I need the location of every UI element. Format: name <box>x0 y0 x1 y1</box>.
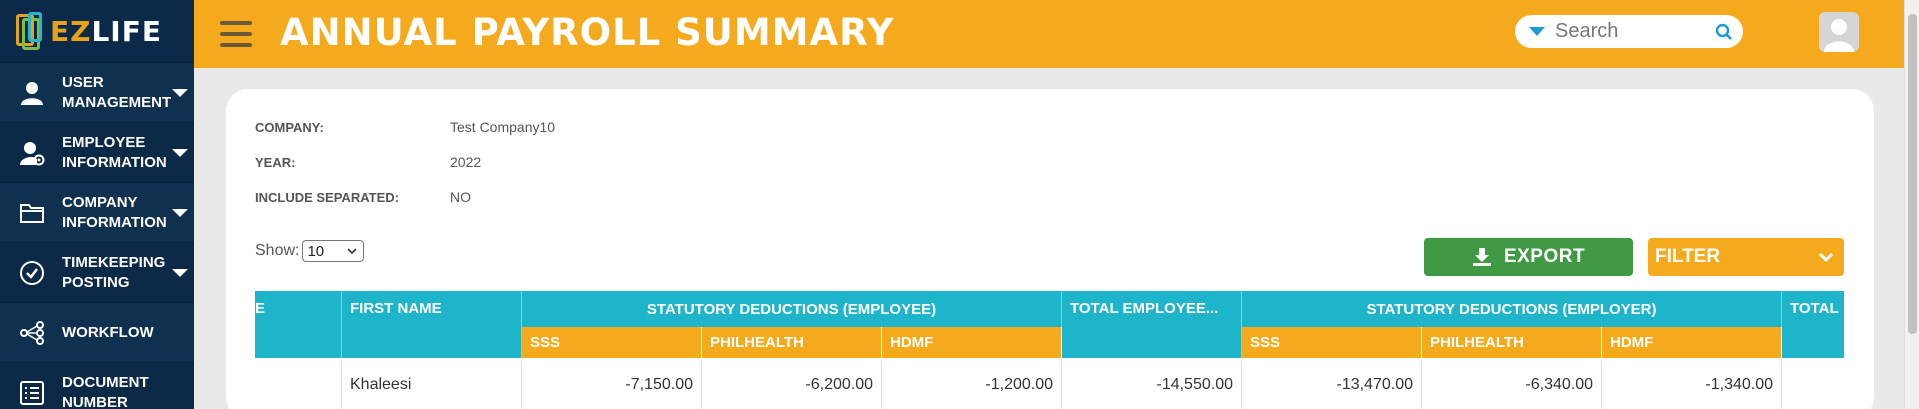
sidebar-item-company-information[interactable]: COMPANY INFORMATION <box>0 182 194 242</box>
export-label: EXPORT <box>1503 246 1586 267</box>
list-icon <box>18 379 46 407</box>
sidebar-item-label: USER MANAGEMENT <box>62 73 172 111</box>
table-cell <box>1782 361 1844 409</box>
sidebar: EZLIFE USER MANAGEMENT EMPLOYEE INFORMAT… <box>0 0 194 409</box>
page-title: ANNUAL PAYROLL SUMMARY <box>280 11 895 54</box>
export-button[interactable]: EXPORT <box>1424 238 1633 276</box>
user-icon <box>18 79 46 107</box>
avatar[interactable] <box>1819 12 1859 52</box>
scrollbar-thumb[interactable] <box>1908 14 1917 334</box>
column-group-statutory-employee: STATUTORY DEDUCTIONS (EMPLOYEE) <box>522 291 1062 327</box>
include-separated-value: NO <box>450 189 471 205</box>
column-header-employer-sss[interactable]: SSS <box>1242 327 1422 358</box>
cell-first-name: Khaleesi <box>342 361 522 409</box>
year-label: YEAR: <box>255 155 296 170</box>
company-label: COMPANY: <box>255 120 324 135</box>
sidebar-item-label: COMPANY INFORMATION <box>62 193 167 231</box>
download-icon <box>1472 248 1491 266</box>
filter-label: FILTER <box>1655 246 1721 267</box>
sidebar-item-user-management[interactable]: USER MANAGEMENT <box>0 62 194 122</box>
cell-employee-philhealth: -6,200.00 <box>702 361 882 409</box>
column-header-employee-hdmf[interactable]: HDMF <box>882 327 1062 358</box>
page-size-control: Show: 10 <box>255 240 365 262</box>
column-header-first-name[interactable]: FIRST NAME <box>342 291 522 358</box>
chevron-down-icon[interactable] <box>172 148 188 157</box>
sidebar-item-employee-information[interactable]: EMPLOYEE INFORMATION <box>0 122 194 182</box>
sidebar-item-timekeeping-posting[interactable]: TIMEKEEPING POSTING <box>0 242 194 302</box>
sidebar-item-document-number[interactable]: DOCUMENT NUMBER <box>0 362 194 409</box>
vertical-scrollbar[interactable] <box>1904 0 1919 409</box>
column-group-statutory-employer: STATUTORY DEDUCTIONS (EMPLOYER) <box>1242 291 1782 327</box>
chevron-down-icon[interactable] <box>172 208 188 217</box>
user-gear-icon <box>18 139 46 167</box>
workflow-icon <box>18 319 46 347</box>
cell-total-employee: -14,550.00 <box>1062 361 1242 409</box>
include-separated-label: INCLUDE SEPARATED: <box>255 190 399 205</box>
table-row[interactable]: Khaleesi -7,150.00 -6,200.00 -1,200.00 -… <box>255 361 1844 409</box>
logo-text: EZLIFE <box>50 14 162 48</box>
year-value: 2022 <box>450 154 482 170</box>
cell-employee-sss: -7,150.00 <box>522 361 702 409</box>
page-size-select[interactable]: 10 <box>302 240 365 262</box>
cell-employee-hdmf: -1,200.00 <box>882 361 1062 409</box>
column-header-employer-hdmf[interactable]: HDMF <box>1602 327 1782 358</box>
folder-icon <box>18 199 46 227</box>
hamburger-menu-icon[interactable] <box>220 21 252 47</box>
search-dropdown-caret-icon[interactable] <box>1529 27 1545 36</box>
report-card: COMPANY: Test Company10 YEAR: 2022 INCLU… <box>226 89 1874 409</box>
show-label: Show: <box>255 242 300 259</box>
column-header-total[interactable]: TOTAL <box>1782 291 1844 358</box>
top-header: ANNUAL PAYROLL SUMMARY <box>194 0 1904 68</box>
filter-button[interactable]: FILTER <box>1648 238 1844 276</box>
sidebar-item-label: EMPLOYEE INFORMATION <box>62 133 167 171</box>
search-icon[interactable] <box>1715 23 1733 46</box>
table-cell <box>255 361 342 409</box>
column-header-employer-philhealth[interactable]: PHILHEALTH <box>1422 327 1602 358</box>
sidebar-item-label: WORKFLOW <box>62 323 154 341</box>
app-logo[interactable]: EZLIFE <box>0 0 194 62</box>
chevron-down-icon[interactable] <box>172 268 188 277</box>
chevron-down-icon[interactable] <box>172 88 188 97</box>
check-circle-icon <box>18 259 46 287</box>
column-header-total-employee[interactable]: TOTAL EMPLOYEE... <box>1062 291 1242 358</box>
sidebar-item-workflow[interactable]: WORKFLOW <box>0 302 194 362</box>
page-size-value: 10 <box>307 242 325 260</box>
logo-mark-icon <box>12 10 46 52</box>
sidebar-item-label: DOCUMENT NUMBER <box>62 373 149 409</box>
cell-employer-hdmf: -1,340.00 <box>1602 361 1782 409</box>
chevron-down-icon <box>1818 252 1834 262</box>
column-header-employee-sss[interactable]: SSS <box>522 327 702 358</box>
column-header-employee-philhealth[interactable]: PHILHEALTH <box>702 327 882 358</box>
cell-employer-sss: -13,470.00 <box>1242 361 1422 409</box>
search-input[interactable] <box>1555 20 1720 43</box>
search-box <box>1515 15 1743 48</box>
column-header-truncated[interactable]: E <box>255 291 342 358</box>
sidebar-item-label: TIMEKEEPING POSTING <box>62 253 166 291</box>
company-value: Test Company10 <box>450 119 556 135</box>
cell-employer-philhealth: -6,340.00 <box>1422 361 1602 409</box>
chevron-down-icon <box>347 247 358 254</box>
